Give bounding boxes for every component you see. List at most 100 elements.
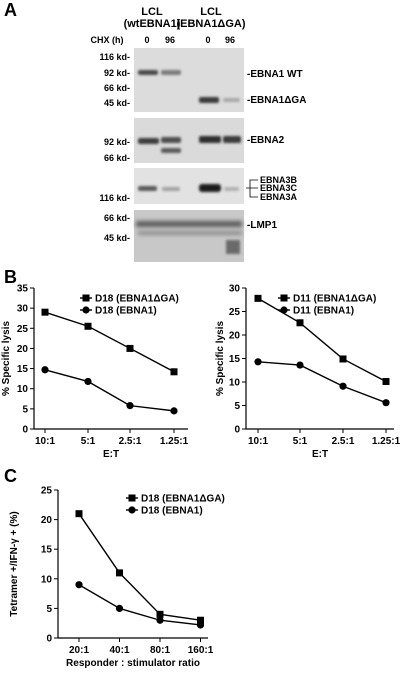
legend-label: D18 (EBNA1) <box>141 506 203 517</box>
chart-b-d18: 0 5 10 15 20 25 30 35 10:1 5:1 2.5:1 1.25:1 E:T % Spe… <box>1 284 189 461</box>
data-point-circle <box>339 382 347 390</box>
label-ebna1dga: -EBNA1ΔGA <box>247 95 306 106</box>
lane-group-2-line2: (EBNA1ΔGA) <box>176 18 245 30</box>
series-line <box>78 513 201 621</box>
series-line <box>44 311 175 373</box>
band-lmp1-smear <box>138 231 242 235</box>
chx-label: CHX (h) <box>91 35 124 45</box>
y-tick-label: 25 <box>41 486 53 497</box>
band-ebna1-wt-lane1 <box>138 70 158 75</box>
chx-value-lane2: 96 <box>165 35 175 45</box>
marker-45kd-blot1: 45 kd- <box>104 98 130 108</box>
legend-marker-circle <box>280 306 288 314</box>
x-tick-label: 2.5:1 <box>119 436 142 447</box>
data-point-circle <box>126 402 134 410</box>
chart-c-tetramer: 0 5 10 15 20 25 20:1 40:1 80:1 160:1 Responder : s… <box>9 486 225 670</box>
marker-66kd-blot2: 66 kd- <box>104 153 130 163</box>
y-tick-label: 20 <box>41 515 53 526</box>
y-tick-label: 15 <box>17 364 29 375</box>
legend-marker-square <box>82 294 90 302</box>
y-tick-label: 25 <box>229 307 241 318</box>
legend-label: D18 (EBNA1ΔGA) <box>95 294 179 305</box>
label-ebna1-wt: -EBNA1 WT <box>247 69 303 80</box>
blot-ebna3: 116 kd- EBNA3B EBNA3C EBNA3A <box>99 168 298 204</box>
y-tick-label: 5 <box>234 401 240 412</box>
data-point-square <box>197 616 204 624</box>
lane-group-1-line1: LCL <box>141 6 163 18</box>
panel-b-label: B <box>4 267 17 287</box>
x-tick-label: 80:1 <box>150 645 170 656</box>
marker-116kd-blot3: 116 kd- <box>99 193 130 203</box>
x-axis-label: Responder : stimulator ratio <box>66 658 200 669</box>
y-tick-label: 20 <box>229 331 241 342</box>
marker-116kd-blot1: 116 kd- <box>99 52 130 62</box>
y-axis-label: Tetramer +/IFN-γ + (%) <box>9 511 20 616</box>
legend-label: D18 (EBNA1ΔGA) <box>141 494 225 505</box>
band-ebna3-lane3 <box>199 184 221 192</box>
x-tick-label: 10:1 <box>248 436 268 447</box>
y-tick-label: 35 <box>17 284 29 295</box>
band-ebna1dga-lane3 <box>199 97 219 103</box>
data-point-circle <box>170 407 178 415</box>
y-tick-label: 5 <box>46 604 52 615</box>
series-line <box>44 369 175 412</box>
x-axis-label: E:T <box>103 449 119 460</box>
band-lmp1-lane4-degradation <box>226 240 240 254</box>
x-tick-label: 20:1 <box>69 645 89 656</box>
band-ebna2-lane2-lower <box>161 148 181 153</box>
data-point-square <box>156 610 164 618</box>
y-axis-label: % Specific lysis <box>1 321 12 396</box>
y-tick-label: 30 <box>17 304 29 315</box>
x-tick-label: 5:1 <box>81 436 96 447</box>
data-point-square <box>116 569 123 577</box>
panel-a-label: A <box>4 0 17 20</box>
blot-lmp1: 66 kd- 45 kd- -LMP1 <box>104 210 277 262</box>
data-point-square <box>126 344 134 352</box>
series-line <box>78 584 201 626</box>
data-point-circle <box>382 399 390 407</box>
blot-lmp1-background <box>134 210 244 262</box>
y-tick-label: 10 <box>41 574 53 585</box>
band-ebna2-lane3 <box>199 136 221 143</box>
y-tick-label: 15 <box>229 354 241 365</box>
legend-marker-square <box>280 294 288 302</box>
x-tick-label: 40:1 <box>109 645 129 656</box>
series-line <box>257 361 387 404</box>
chart-b-d11: 0 5 10 15 20 25 30 10:1 5:1 2.5:1 1.25:1 E:T % Speci… <box>215 284 401 461</box>
label-ebna3a: EBNA3A <box>260 192 298 202</box>
label-ebna2: -EBNA2 <box>247 135 285 146</box>
blot-ebna1: 116 kd- 92 kd- 66 kd- 45 kd- -EBNA1 WT -… <box>99 48 306 112</box>
label-ebna3b: EBNA3B <box>260 175 298 185</box>
y-tick-label: 25 <box>17 324 29 335</box>
x-tick-label: 160:1 <box>188 645 214 656</box>
marker-92kd-blot1: 92 kd- <box>104 68 130 78</box>
band-ebna3-lane1 <box>138 186 157 191</box>
x-axis-label: E:T <box>312 449 328 460</box>
marker-92kd-blot2: 92 kd- <box>104 137 130 147</box>
band-ebna2-lane4 <box>223 136 241 143</box>
data-point-square <box>41 308 49 316</box>
y-tick-label: 15 <box>41 545 53 556</box>
legend-marker-circle <box>128 506 136 514</box>
y-tick-label: 5 <box>22 404 28 415</box>
data-point-square <box>170 368 178 376</box>
y-tick-label: 10 <box>229 378 241 389</box>
band-ebna2-lane1 <box>138 138 159 144</box>
x-tick-label: 1.25:1 <box>160 436 189 447</box>
band-ebna1dga-lane4 <box>223 98 240 102</box>
chx-value-lane3: 0 <box>205 35 210 45</box>
blot-ebna2: 92 kd- 66 kd- -EBNA2 <box>104 118 285 163</box>
legend-label: D18 (EBNA1) <box>95 306 157 317</box>
chx-value-lane1: 0 <box>144 35 149 45</box>
band-ebna3-lane2 <box>162 187 180 191</box>
data-point-circle <box>296 361 304 369</box>
lane-group-2-line1: LCL <box>200 6 222 18</box>
lane-group-1-line2: (wtEBNA1) <box>124 18 181 30</box>
y-tick-label: 20 <box>17 344 29 355</box>
x-tick-label: 5:1 <box>293 436 308 447</box>
marker-66kd-blot1: 66 kd- <box>104 83 130 93</box>
data-point-square <box>254 294 262 302</box>
x-tick-label: 2.5:1 <box>332 436 355 447</box>
legend-label: D11 (EBNA1) <box>293 306 354 317</box>
